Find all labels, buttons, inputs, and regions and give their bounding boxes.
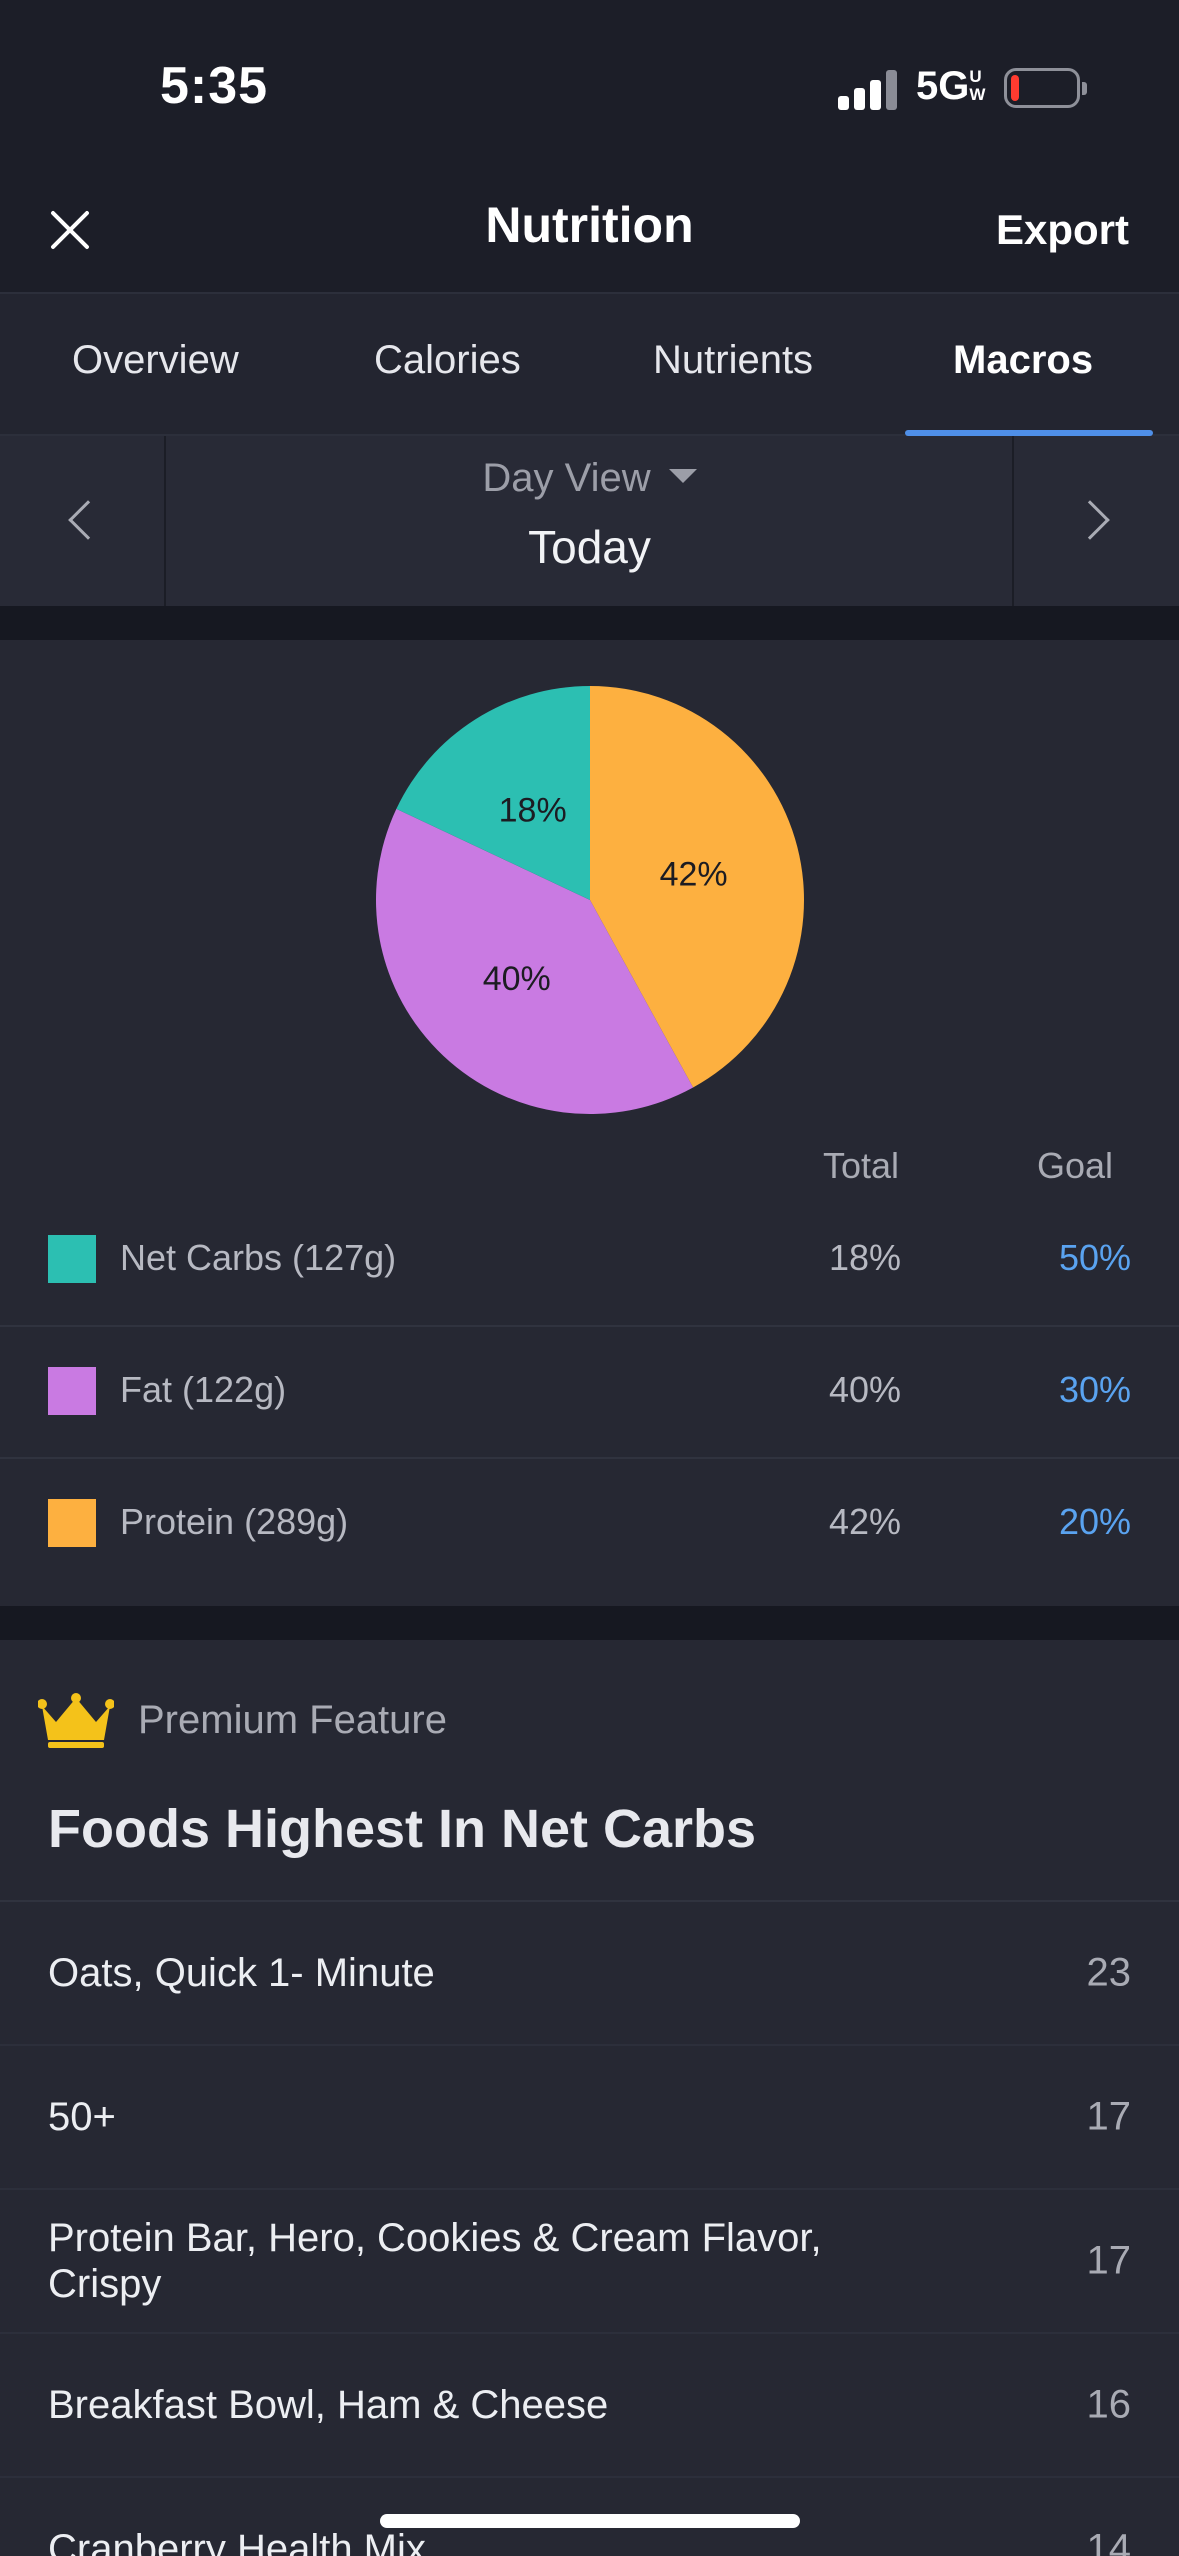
macro-row-protein: Protein (289g) 42% 20% bbox=[0, 1459, 1179, 1591]
food-row[interactable]: Breakfast Bowl, Ham & Cheese 16 bbox=[0, 2334, 1179, 2478]
page-title: Nutrition bbox=[485, 197, 694, 253]
chevron-right-icon bbox=[1070, 500, 1110, 540]
foods-list: Oats, Quick 1- Minute 23 50+ 17 Protein … bbox=[0, 1900, 1179, 2556]
macro-label: Fat (122g) bbox=[120, 1369, 287, 1410]
macro-total: 42% bbox=[828, 1501, 901, 1542]
battery-level bbox=[1011, 75, 1019, 101]
tab-macros[interactable]: Macros bbox=[953, 338, 1094, 382]
macro-goal: 30% bbox=[1058, 1369, 1131, 1410]
net-carbs-swatch bbox=[48, 1235, 96, 1283]
crown-icon bbox=[38, 1693, 114, 1748]
macro-row-net-carbs: Net Carbs (127g) 18% 50% bbox=[0, 1195, 1179, 1327]
nav-header: Nutrition Export bbox=[0, 170, 1179, 294]
protein-swatch bbox=[48, 1499, 96, 1547]
macro-total: 18% bbox=[828, 1237, 901, 1278]
battery-icon bbox=[1004, 68, 1087, 108]
pie-slice-fat bbox=[375, 808, 694, 1114]
active-tab-indicator bbox=[905, 430, 1153, 436]
status-bar: 5:35 5GUW bbox=[0, 0, 1179, 170]
network-superscript: UW bbox=[969, 67, 986, 104]
food-row[interactable]: Protein Bar, Hero, Cookies & Cream Flavo… bbox=[0, 2190, 1179, 2334]
macro-goal: 20% bbox=[1058, 1501, 1131, 1542]
tab-overview[interactable]: Overview bbox=[72, 338, 239, 382]
food-net-carbs: 17 bbox=[1086, 2094, 1132, 2139]
network-type: 5GUW bbox=[916, 64, 989, 109]
food-net-carbs: 14 bbox=[1086, 2526, 1132, 2556]
macros-pie-chart: 42% 40% 18% bbox=[375, 686, 804, 1114]
macro-total: 40% bbox=[828, 1369, 901, 1410]
section-divider bbox=[0, 1606, 1179, 1640]
pie-slice-label: 40% bbox=[483, 960, 551, 998]
tab-nutrients[interactable]: Nutrients bbox=[653, 338, 814, 382]
food-net-carbs: 17 bbox=[1086, 2238, 1132, 2283]
home-indicator[interactable] bbox=[380, 2514, 800, 2528]
macro-label: Net Carbs (127g) bbox=[120, 1237, 397, 1278]
caret-down-icon bbox=[668, 469, 697, 484]
status-time: 5:35 bbox=[160, 57, 269, 115]
tab-calories[interactable]: Calories bbox=[374, 338, 521, 382]
pie-slice-protein bbox=[590, 686, 804, 1088]
food-net-carbs: 16 bbox=[1086, 2382, 1132, 2427]
cellular-signal-icon bbox=[838, 68, 898, 110]
food-row[interactable]: Oats, Quick 1- Minute 23 bbox=[0, 1902, 1179, 2046]
food-row[interactable]: 50+ 17 bbox=[0, 2046, 1179, 2190]
previous-day-button[interactable] bbox=[0, 436, 166, 606]
food-name: 50+ bbox=[48, 2095, 116, 2139]
premium-feature-label: Premium Feature bbox=[138, 1698, 447, 1742]
total-column-header: Total bbox=[822, 1145, 899, 1186]
date-navigator: Day View Today bbox=[0, 436, 1179, 606]
next-day-button[interactable] bbox=[1012, 436, 1178, 606]
macro-row-fat: Fat (122g) 40% 30% bbox=[0, 1327, 1179, 1459]
current-period: Today bbox=[528, 521, 651, 573]
food-name: Oats, Quick 1- Minute bbox=[48, 1951, 435, 1995]
view-mode-dropdown[interactable]: Day View bbox=[0, 456, 1179, 501]
macro-goal: 50% bbox=[1058, 1237, 1131, 1278]
pie-slice-label: 42% bbox=[660, 855, 728, 893]
export-button[interactable]: Export bbox=[995, 206, 1129, 253]
section-divider bbox=[0, 606, 1179, 640]
food-net-carbs: 23 bbox=[1086, 1950, 1132, 1995]
tab-bar: Overview Calories Nutrients Macros bbox=[0, 294, 1179, 436]
food-name: Protein Bar, Hero, Cookies & Cream Flavo… bbox=[48, 2216, 822, 2306]
macro-label: Protein (289g) bbox=[120, 1501, 349, 1542]
food-name: Breakfast Bowl, Ham & Cheese bbox=[48, 2383, 609, 2427]
pie-slice-net bbox=[396, 686, 590, 900]
macros-card: 42% 40% 18% Total Goal Net Carbs (127g) 18… bbox=[0, 640, 1179, 1606]
food-name: Cranberry Health Mix bbox=[48, 2527, 426, 2556]
section-title: Foods Highest In Net Carbs bbox=[48, 1799, 757, 1859]
pie-slice-label: 18% bbox=[499, 792, 567, 830]
goal-column-header: Goal bbox=[1036, 1145, 1113, 1186]
fat-swatch bbox=[48, 1367, 96, 1415]
premium-section: Premium Feature Foods Highest In Net Car… bbox=[0, 1640, 1179, 2556]
